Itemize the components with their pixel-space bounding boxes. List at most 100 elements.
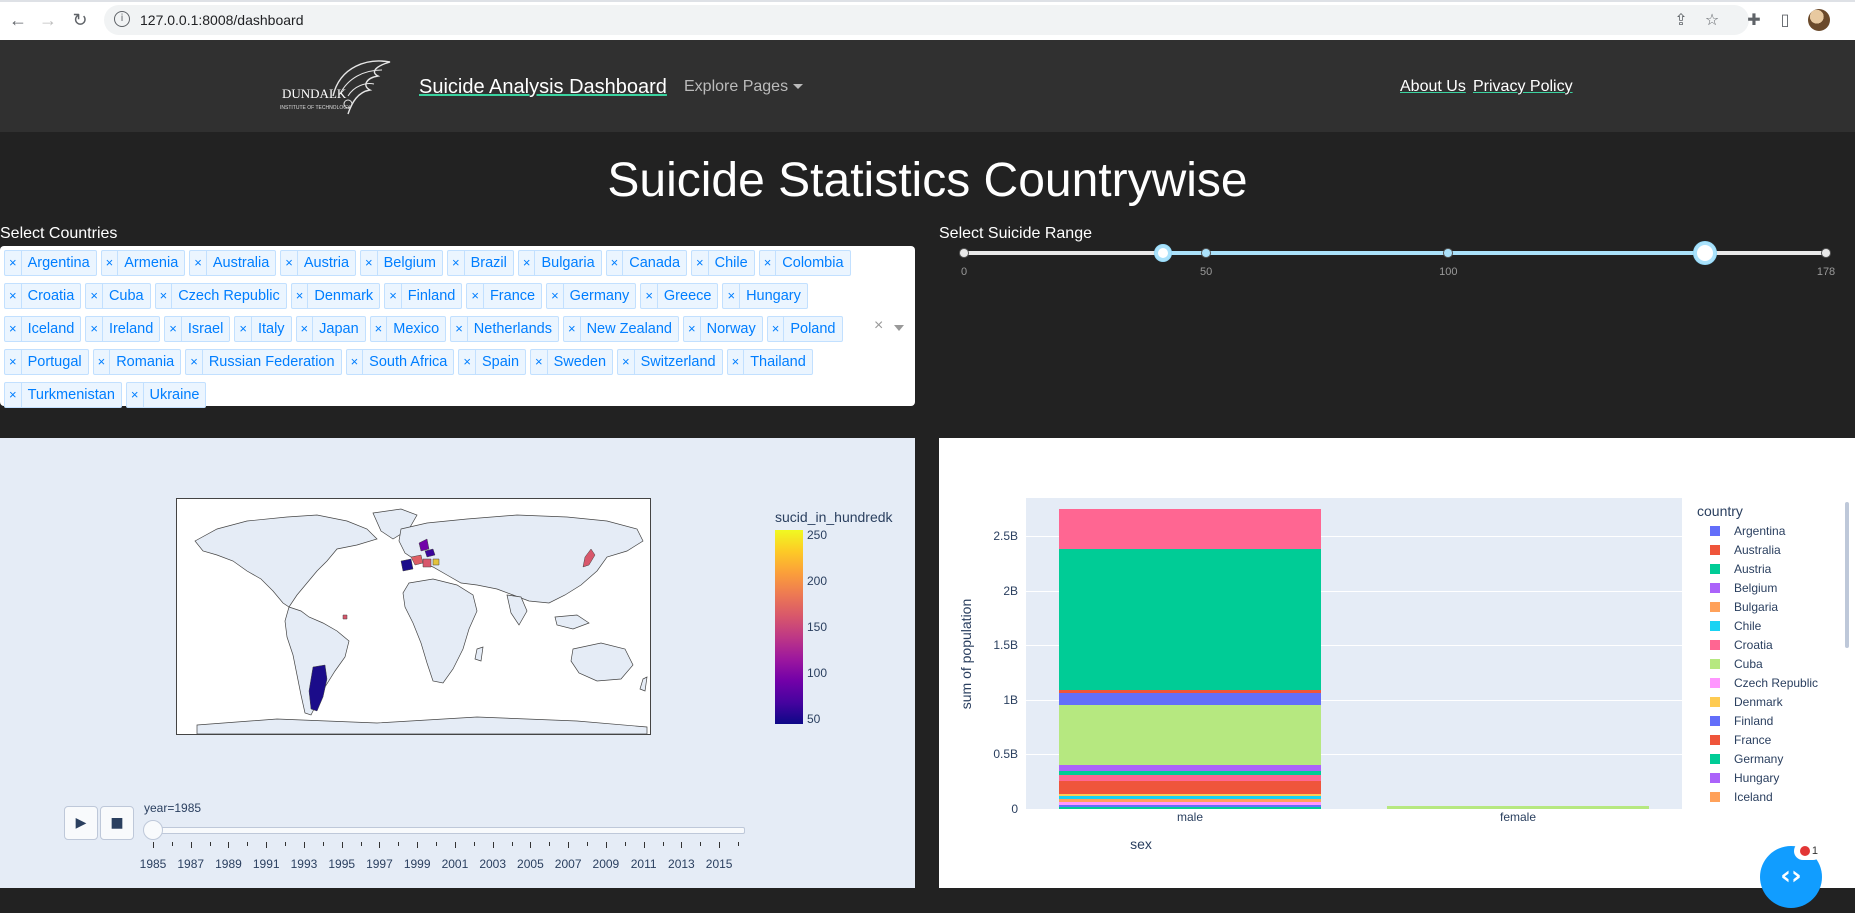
chip-remove-icon[interactable]: × [385,284,402,308]
chip-remove-icon[interactable]: × [5,317,22,341]
chip-label: Croatia [27,288,75,304]
country-chip: × Ukraine [125,382,207,408]
reload-icon[interactable]: ↻ [72,10,88,30]
country-chip: × Denmark [290,283,381,309]
chip-label: Ireland [108,321,154,337]
chip-remove-icon[interactable]: × [5,284,22,308]
year-tick-mark [681,842,683,848]
extensions-icon[interactable]: ✚ [1747,10,1761,29]
legend-swatch [1710,735,1720,745]
colorbar [775,530,803,724]
bar-segment [1058,765,1322,771]
year-slider-handle[interactable] [143,820,163,840]
site-info-icon[interactable]: i [114,11,130,27]
chip-remove-icon[interactable]: × [361,251,378,275]
chip-remove-icon[interactable]: × [684,317,701,341]
chip-remove-icon[interactable]: × [190,251,207,275]
bar-segment [1058,693,1322,706]
chip-remove-icon[interactable]: × [371,317,388,341]
dropdown-arrow-icon[interactable] [894,325,904,331]
range-slider-upper-handle[interactable] [1693,242,1716,264]
legend-label: Finland [1734,714,1774,728]
range-slider-selection [1162,251,1705,255]
chip-label: Hungary [746,288,801,304]
y-tick-label: 2.5B [993,529,1018,544]
chip-remove-icon[interactable]: × [102,251,119,275]
side-panel-icon[interactable]: ▯ [1780,10,1790,29]
chip-label: Belgium [383,255,436,271]
world-map[interactable] [176,498,651,735]
chip-remove-icon[interactable]: × [94,350,111,374]
bar-segment [1058,549,1322,691]
chip-remove-icon[interactable]: × [564,317,581,341]
chip-remove-icon[interactable]: × [641,284,658,308]
chip-remove-icon[interactable]: × [156,284,173,308]
chip-remove-icon[interactable]: × [127,383,144,407]
url-text[interactable]: 127.0.0.1:8008/dashboard [140,12,304,28]
chip-remove-icon[interactable]: × [760,251,777,275]
share-icon[interactable]: ⇪ [1674,10,1688,29]
year-tick-label: 2013 [668,857,695,871]
chip-label: Switzerland [640,354,716,370]
play-button[interactable]: ▶ [64,806,98,840]
year-tick-mark [228,842,230,848]
legend-scrollbar[interactable] [1845,502,1849,648]
year-tick-label: 2005 [517,857,544,871]
chip-remove-icon[interactable]: × [692,251,709,275]
chip-remove-icon[interactable]: × [728,350,745,374]
chip-remove-icon[interactable]: × [165,317,182,341]
chip-remove-icon[interactable]: × [347,350,364,374]
chip-remove-icon[interactable]: × [459,350,476,374]
year-slider-rail[interactable] [148,827,745,834]
chip-remove-icon[interactable]: × [531,350,548,374]
chip-remove-icon[interactable]: × [451,317,468,341]
chip-remove-icon[interactable]: × [297,317,314,341]
chip-label: Brazil [470,255,507,271]
year-tick-label: 2015 [705,857,733,871]
chip-remove-icon[interactable]: × [86,284,103,308]
chip-remove-icon[interactable]: × [235,317,252,341]
chip-remove-icon[interactable]: × [86,317,103,341]
country-chip: × Croatia [4,283,82,309]
year-tick-mark [719,842,721,848]
year-tick-mark [190,842,192,848]
chip-remove-icon[interactable]: × [467,284,484,308]
explore-pages-dropdown[interactable]: Explore Pages [684,78,804,96]
chip-remove-icon[interactable]: × [547,284,564,308]
year-tick-mark [341,842,343,848]
legend-swatch [1710,697,1720,707]
year-tick-label: 1997 [366,857,393,871]
chip-remove-icon[interactable]: × [723,284,741,308]
clear-all-icon[interactable]: × [874,317,884,334]
privacy-policy-link[interactable]: Privacy Policy [1473,78,1573,95]
chip-remove-icon[interactable]: × [448,251,465,275]
country-multiselect[interactable]: × Argentina × Armenia × Australia × Austria × Bel… [0,246,915,408]
forward-icon[interactable]: → [39,10,57,30]
legend-swatch [1710,640,1720,650]
year-tick-mark [492,842,494,848]
chip-remove-icon[interactable]: × [5,383,22,407]
chip-remove-icon[interactable]: × [281,251,298,275]
back-icon[interactable]: ← [9,10,27,30]
legend-swatch [1710,526,1720,536]
chip-remove-icon[interactable]: × [5,251,22,275]
chip-label: Ukraine [149,387,200,403]
address-bar[interactable]: i 127.0.0.1:8008/dashboard [104,5,1749,35]
chip-label: Canada [629,255,681,271]
chip-remove-icon[interactable]: × [618,350,635,374]
chip-remove-icon[interactable]: × [768,317,785,341]
brand-link[interactable]: Suicide Analysis Dashboard [419,76,667,98]
chip-remove-icon[interactable]: × [5,350,22,374]
chip-remove-icon[interactable]: × [186,350,203,374]
bookmark-star-icon[interactable]: ☆ [1704,10,1720,29]
chip-remove-icon[interactable]: × [292,284,309,308]
chip-label: Thailand [750,354,806,370]
range-slider-lower-handle[interactable] [1154,245,1171,261]
chip-label: Italy [257,321,285,337]
error-badge[interactable]: 1 [1794,842,1822,860]
profile-avatar[interactable] [1808,9,1830,31]
chip-remove-icon[interactable]: × [519,251,536,275]
chip-remove-icon[interactable]: × [607,251,624,275]
stop-button[interactable]: ■ [100,806,134,840]
about-us-link[interactable]: About Us [1400,78,1466,95]
